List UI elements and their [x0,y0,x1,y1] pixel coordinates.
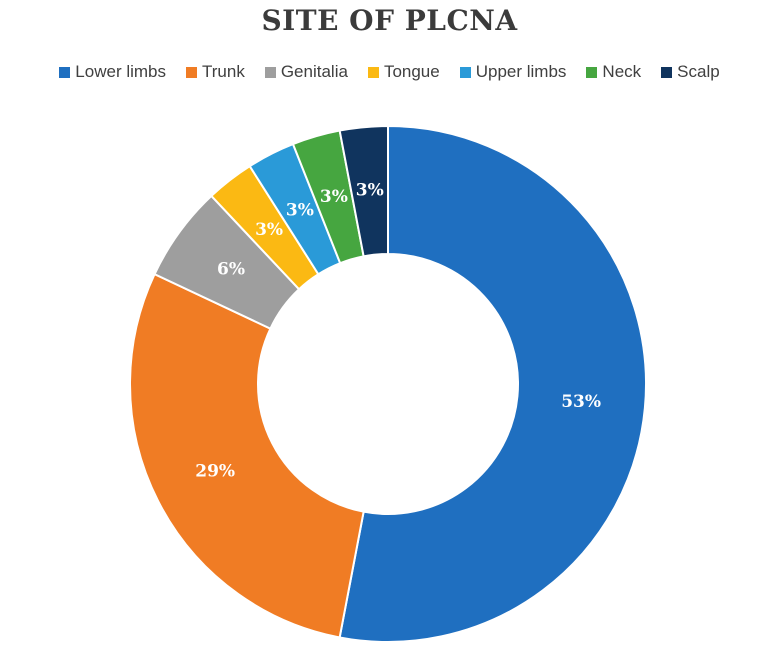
donut-slice [338,124,389,258]
legend-item: Genitalia [264,62,348,82]
legend-label: Genitalia [280,62,348,81]
donut-slice [338,124,647,643]
legend-label: Lower limbs [75,62,166,81]
legend-swatch [459,66,471,78]
legend-item: Lower limbs [59,62,166,82]
legend-swatch [661,66,673,78]
slice-data-label: 6% [217,259,245,279]
legend-swatch [59,66,71,78]
legend-item: Neck [586,62,641,82]
legend-label: Tongue [383,62,440,81]
legend-item: Trunk [186,62,245,82]
legend-label: Scalp [677,62,720,81]
legend-item: Tongue [367,62,440,82]
chart-title: SITE OF PLCNA [261,4,518,37]
legend-item: Scalp [661,62,720,82]
slice-data-label: 3% [356,180,384,200]
legend-label: Upper limbs [475,62,567,81]
chart-legend: Lower limbs Trunk Genitalia Tongue Upper lim… [0,62,779,82]
slice-data-label: 3% [255,220,283,240]
legend-swatch [264,66,276,78]
donut-slice [129,272,365,639]
legend-label: Trunk [202,62,245,81]
slice-data-label: 3% [320,187,348,207]
slice-data-label: 3% [286,201,314,221]
legend-item: Upper limbs [459,62,567,82]
legend-swatch [586,66,598,78]
legend-swatch [367,66,379,78]
slice-data-label: 29% [195,462,235,482]
legend-swatch [186,66,197,78]
slice-data-label: 53% [561,392,601,412]
legend-label: Neck [602,62,642,81]
